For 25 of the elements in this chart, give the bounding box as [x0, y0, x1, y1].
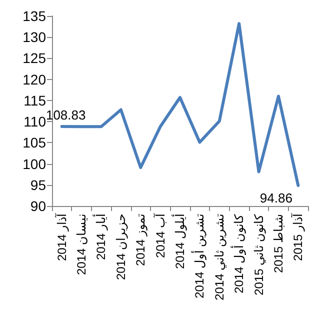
x-tick-label: آب 2014 — [152, 213, 168, 258]
y-tick-label: 90 — [30, 198, 46, 214]
x-tick-label: تشرين ثاني 2014 — [212, 214, 226, 300]
x-tick-label: نيسان 2014 — [74, 214, 89, 276]
y-tick-label: 115 — [24, 92, 46, 108]
x-tick-label: أيار 2014 — [93, 214, 108, 260]
y-tick-label: 105 — [22, 134, 46, 151]
y-tick-label: 95 — [30, 176, 46, 193]
y-tick-label: 135 — [22, 8, 46, 24]
x-tick-label: شباط 2015 — [271, 214, 286, 274]
y-tick-label: 120 — [22, 71, 46, 88]
x-tick-label: كانون ثاني 2015 — [252, 214, 266, 296]
x-tick-label: آذار 2014 — [54, 213, 69, 262]
x-tick-label: آذار 2015 — [290, 213, 306, 262]
data-label: 94.86 — [260, 190, 292, 206]
x-tick-label: تشرين أول 2014 — [192, 214, 207, 298]
x-tick-label: حزيران 2014 — [114, 214, 128, 280]
data-label: 108.83 — [46, 107, 86, 122]
x-tick-label: تموز 2014 — [134, 214, 148, 266]
y-tick-label: 125 — [22, 50, 46, 66]
y-tick-label: 130 — [22, 29, 46, 46]
y-tick-label: 110 — [24, 114, 46, 130]
x-tick-label: كانون أول 2014 — [231, 214, 246, 294]
x-tick-label: أيلول 2014 — [172, 214, 187, 270]
y-tick-label: 100 — [22, 156, 46, 172]
